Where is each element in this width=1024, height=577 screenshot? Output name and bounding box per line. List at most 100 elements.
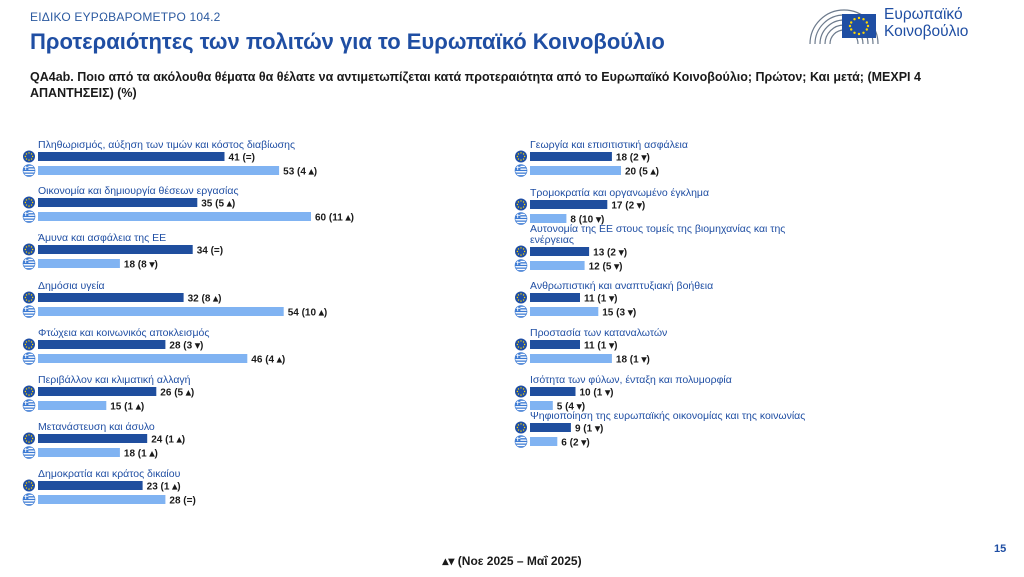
greece-bar: [38, 212, 311, 221]
parliament-logo-icon: [809, 9, 879, 45]
greece-value-label: 8 (10 ▾): [570, 215, 604, 226]
eu-flag-icon: [515, 198, 527, 211]
eu-flag-icon: [515, 291, 527, 304]
greece-bar: [38, 448, 120, 457]
eu-flag-icon: [23, 150, 35, 163]
eu-flag-icon: [23, 338, 35, 351]
eu-bar: [530, 200, 608, 209]
greece-value-label: 18 (8 ▾): [124, 260, 158, 271]
category-label: Πληθωρισμός, αύξηση των τιμών και κόστος…: [38, 139, 295, 151]
eu-flag-icon: [515, 385, 527, 398]
eu-bar: [38, 340, 166, 349]
category-label: Φτώχεια και κοινωνικός αποκλεισμός: [38, 327, 209, 339]
greece-bar: [530, 401, 553, 410]
category-label: Ισότητα των φύλων, ένταξη και πολυμορφία: [530, 374, 732, 386]
category-label: Αυτονομία της ΕΕ στους τομείς της βιομηχ…: [530, 223, 785, 235]
category-label: Ανθρωπιστική και αναπτυξιακή βοήθεια: [530, 280, 713, 292]
greece-bar: [38, 354, 248, 363]
category-label: Οικονομία και δημιουργία θέσεων εργασίας: [38, 185, 239, 197]
eu-value-label: 34 (=): [197, 246, 223, 257]
category-label: Ψηφιοποίηση της ευρωπαϊκής οικονομίας κα…: [530, 410, 805, 422]
greece-bar: [530, 437, 558, 446]
eu-flag-icon: [23, 385, 35, 398]
question-text: QA4ab. Ποιο από τα ακόλουθα θέματα θα θέ…: [30, 70, 921, 100]
eu-bar: [530, 293, 580, 302]
logo-line-2: Κοινοβούλιο: [884, 23, 969, 40]
eu-value-label: 9 (1 ▾): [575, 424, 603, 435]
eu-value-label: 17 (2 ▾): [611, 201, 645, 212]
survey-tag: ΕΙΔΙΚΟ ΕΥΡΩΒΑΡΟΜΕΤΡΟ 104.2: [30, 10, 221, 24]
greece-bar: [530, 261, 585, 270]
page-title: Προτεραιότητες των πολιτών για το Ευρωπα…: [30, 29, 665, 54]
greece-value-label: 60 (11 ▴): [315, 213, 354, 224]
greece-flag-icon: [22, 399, 36, 412]
eu-value-label: 10 (1 ▾): [580, 388, 614, 399]
greece-value-label: 5 (4 ▾): [557, 402, 585, 413]
greece-bar: [530, 166, 621, 175]
eu-flag-icon: [23, 196, 35, 209]
eu-flag-icon: [515, 150, 527, 163]
eu-value-label: 24 (1 ▴): [151, 435, 185, 446]
greece-flag-icon: [22, 257, 36, 270]
greece-flag-icon: [22, 352, 36, 365]
logo-line-1: Ευρωπαϊκό: [884, 6, 963, 23]
category-label: Γεωργία και επισιτιστική ασφάλεια: [530, 139, 688, 151]
greece-bar: [38, 166, 280, 175]
eu-bar: [530, 247, 590, 256]
greece-value-label: 18 (1 ▴): [124, 449, 158, 460]
greece-flag-icon: [22, 493, 36, 506]
category-label: Προστασία των καταναλωτών: [530, 327, 667, 339]
eu-value-label: 41 (=): [229, 153, 255, 164]
greece-flag-icon: [514, 259, 528, 272]
greece-value-label: 28 (=): [169, 496, 195, 507]
greece-value-label: 15 (3 ▾): [602, 308, 636, 319]
eu-bar: [38, 387, 157, 396]
greece-flag-icon: [514, 212, 528, 225]
greece-flag-icon: [22, 210, 36, 223]
category-label: Περιβάλλον και κλιματική αλλαγή: [38, 374, 191, 386]
greece-flag-icon: [514, 164, 528, 177]
category-label: ενέργειας: [530, 234, 574, 246]
eu-flag-icon: [23, 432, 35, 445]
footer-note: ▴▾ (Νοε 2025 – Μαΐ 2025): [442, 554, 582, 568]
greece-value-label: 54 (10 ▴): [288, 308, 327, 319]
greece-bar: [530, 354, 612, 363]
eu-value-label: 23 (1 ▴): [147, 482, 181, 493]
eu-flag-icon: [515, 421, 527, 434]
eu-value-label: 32 (8 ▴): [188, 294, 222, 305]
greece-value-label: 12 (5 ▾): [589, 262, 623, 273]
eu-flag-icon: [23, 291, 35, 304]
eu-bar: [38, 198, 198, 207]
eu-bar: [530, 423, 571, 432]
eu-flag-icon: [515, 245, 527, 258]
eu-bar: [38, 245, 193, 254]
eu-value-label: 11 (1 ▾): [584, 294, 617, 305]
eu-bar: [530, 387, 576, 396]
greece-value-label: 20 (5 ▴): [625, 167, 659, 178]
eu-value-label: 11 (1 ▾): [584, 341, 617, 352]
greece-flag-icon: [514, 305, 528, 318]
greece-bar: [38, 259, 120, 268]
greece-flag-icon: [22, 446, 36, 459]
greece-flag-icon: [514, 352, 528, 365]
eu-bar: [530, 340, 580, 349]
greece-value-label: 15 (1 ▴): [110, 402, 144, 413]
eu-bar: [38, 434, 148, 443]
greece-bar: [38, 307, 284, 316]
category-label: Τρομοκρατία και οργανωμένο έγκλημα: [530, 187, 709, 199]
eu-flag-icon: [23, 243, 35, 256]
greece-value-label: 6 (2 ▾): [561, 438, 589, 449]
greece-value-label: 18 (1 ▾): [616, 355, 650, 366]
page-number: 15: [994, 543, 1007, 555]
eu-stars-icon: [848, 16, 870, 36]
greece-bar: [530, 214, 567, 223]
greece-value-label: 46 (4 ▴): [251, 355, 285, 366]
greece-flag-icon: [514, 435, 528, 448]
greece-bar: [38, 495, 166, 504]
greece-value-label: 53 (4 ▴): [283, 167, 317, 178]
eu-value-label: 35 (5 ▴): [201, 199, 235, 210]
eu-value-label: 18 (2 ▾): [616, 153, 650, 164]
greece-bar: [530, 307, 599, 316]
eu-value-label: 26 (5 ▴): [160, 388, 194, 399]
eu-flag-icon: [23, 479, 35, 492]
